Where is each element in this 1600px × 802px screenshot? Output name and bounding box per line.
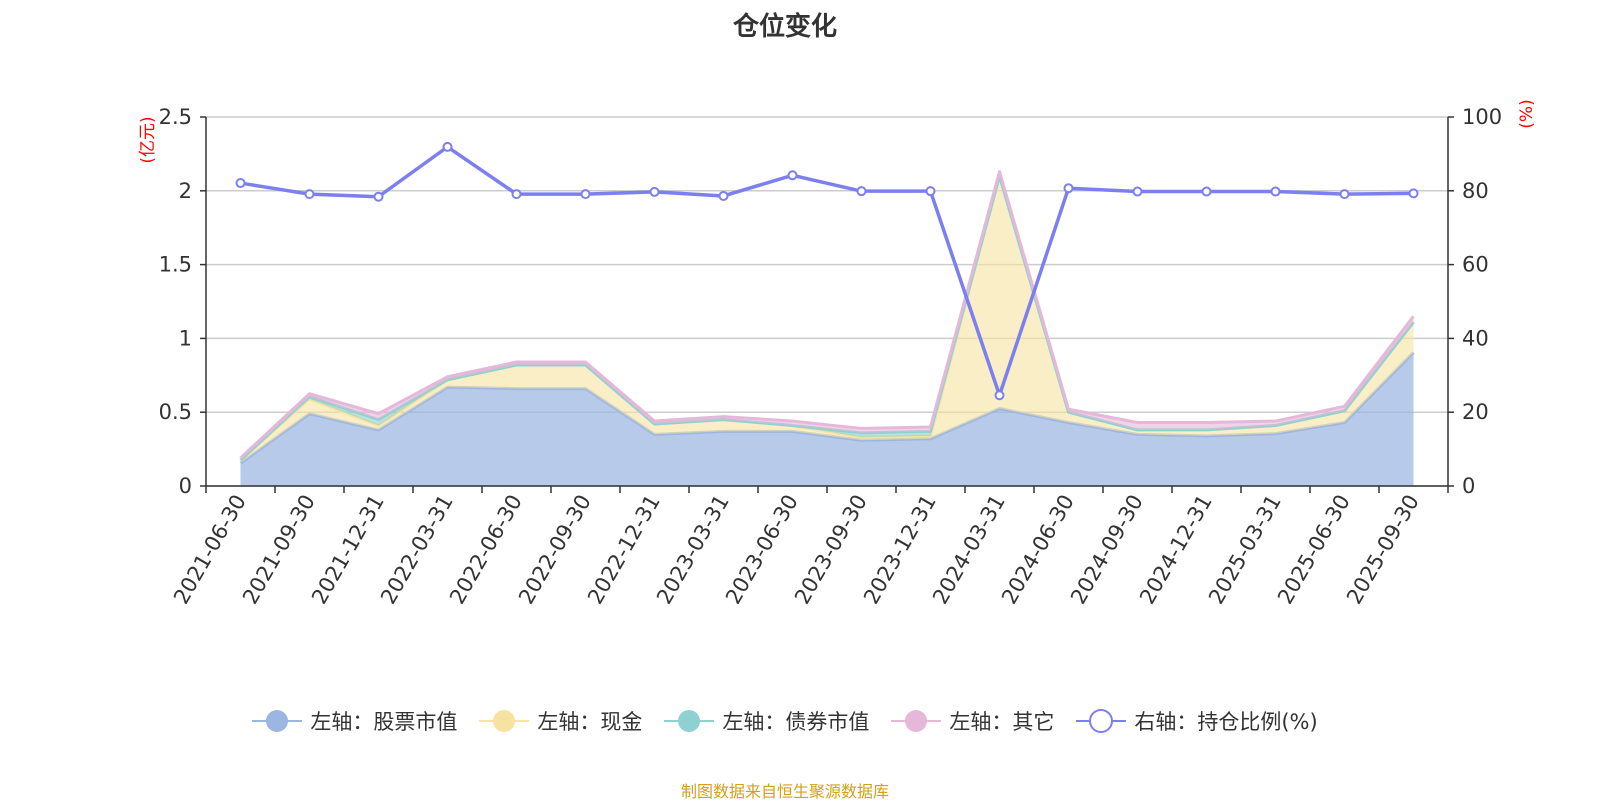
x-axis-tick-label: 2024-09-30 <box>1066 491 1148 609</box>
x-axis-tick-label: 2021-09-30 <box>238 491 320 609</box>
legend: 左轴：股票市值 左轴：现金 左轴：债券市值 左轴：其它 右轴：持仓比例(%) <box>0 706 1570 736</box>
left-axis-tick-label: 2 <box>179 179 192 203</box>
area-line-3 <box>239 170 1415 460</box>
legend-label: 左轴：股票市值 <box>310 710 458 734</box>
ratio-point <box>1408 188 1419 199</box>
legend-item[interactable]: 左轴：股票市值 <box>252 706 457 736</box>
x-axis-tick-label: 2023-12-31 <box>859 491 941 609</box>
x-axis-tick-label: 2024-12-31 <box>1135 491 1217 609</box>
left-axis-tick-label: 0 <box>179 474 192 498</box>
ratio-point <box>994 390 1005 401</box>
legend-marker-icon <box>1076 709 1127 733</box>
ratio-point <box>1270 186 1281 197</box>
right-axis-tick-label: 60 <box>1462 253 1489 277</box>
x-axis-tick-label: 2022-03-31 <box>376 491 458 609</box>
x-axis-tick-label: 2025-09-30 <box>1342 491 1424 609</box>
legend-marker-icon <box>252 710 303 732</box>
right-axis-tick-label: 0 <box>1462 474 1475 498</box>
x-axis-tick-label: 2025-03-31 <box>1204 491 1286 609</box>
x-axis-tick-label: 2025-06-30 <box>1273 491 1355 609</box>
right-axis-tick-label: 80 <box>1462 179 1489 203</box>
ratio-point <box>511 189 522 200</box>
x-axis-tick-label: 2023-09-30 <box>790 491 872 609</box>
x-axis-tick-label: 2023-03-31 <box>652 491 734 609</box>
chart-title: 仓位变化 <box>732 12 837 42</box>
ratio-point <box>649 186 660 197</box>
legend-label: 左轴：现金 <box>537 710 643 734</box>
legend-label: 左轴：债券市值 <box>722 710 870 734</box>
x-axis-tick-label: 2022-12-31 <box>583 491 665 609</box>
x-axis-tick-label: 2024-06-30 <box>997 491 1079 609</box>
area-0 <box>240 352 1414 486</box>
left-axis-tick-label: 2.5 <box>159 105 192 129</box>
right-axis-tick-label: 20 <box>1462 400 1489 424</box>
legend-marker-icon <box>664 710 715 732</box>
ratio-point <box>442 141 453 152</box>
ratio-point <box>304 189 315 200</box>
source-footer: 制图数据来自恒生聚源数据库 <box>680 782 889 801</box>
x-axis-tick-label: 2024-03-31 <box>928 491 1010 609</box>
ratio-point <box>1063 183 1074 194</box>
ratio-point <box>1201 186 1212 197</box>
legend-label: 右轴：持仓比例(%) <box>1134 710 1318 734</box>
ratio-point <box>373 191 384 202</box>
legend-item[interactable]: 右轴：持仓比例(%) <box>1076 706 1318 736</box>
ratio-point <box>1339 189 1350 200</box>
ratio-point <box>856 186 867 197</box>
legend-label: 左轴：其它 <box>949 710 1055 734</box>
ratio-line <box>240 145 1414 397</box>
ratio-point <box>1132 186 1143 197</box>
ratio-point <box>925 186 936 197</box>
x-axis-tick-label: 2021-12-31 <box>307 491 389 609</box>
legend-marker-icon <box>891 710 942 732</box>
x-axis-tick-label: 2022-06-30 <box>445 491 527 609</box>
x-axis-tick-label: 2022-09-30 <box>514 491 596 609</box>
x-axis-tick-label: 2021-06-30 <box>169 491 251 609</box>
ratio-point <box>580 189 591 200</box>
ratio-point <box>718 190 729 201</box>
legend-item[interactable]: 左轴：其它 <box>891 706 1054 736</box>
legend-marker-icon <box>479 710 530 732</box>
ratio-point <box>787 170 798 181</box>
left-axis-unit: (亿元) <box>138 116 158 163</box>
legend-item[interactable]: 左轴：现金 <box>479 706 642 736</box>
left-axis-tick-label: 1.5 <box>159 253 192 277</box>
legend-item[interactable]: 左轴：债券市值 <box>664 706 869 736</box>
right-axis-tick-label: 100 <box>1462 105 1502 129</box>
left-axis-tick-label: 0.5 <box>159 400 192 424</box>
right-axis-unit: (%) <box>1517 99 1537 128</box>
right-axis-tick-label: 40 <box>1462 326 1489 350</box>
ratio-point <box>235 178 246 189</box>
left-axis-tick-label: 1 <box>179 326 192 350</box>
x-axis-tick-label: 2023-06-30 <box>721 491 803 609</box>
